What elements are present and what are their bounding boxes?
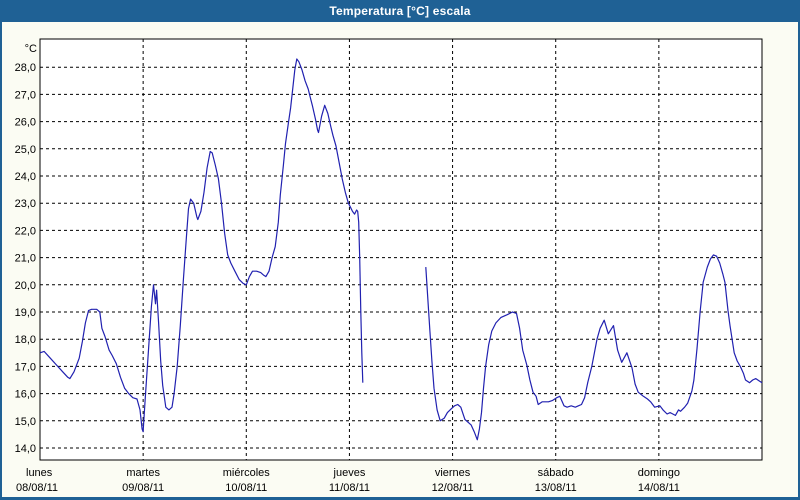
x-axis-day-label: viernes: [435, 467, 471, 479]
x-axis-date-label: 09/08/11: [122, 482, 164, 494]
y-axis-tick-label: 26,0: [15, 117, 36, 129]
x-axis-day-label: martes: [126, 467, 160, 479]
y-axis-tick-label: 24,0: [15, 171, 36, 183]
window-titlebar[interactable]: Temperatura [°C] escala: [0, 0, 800, 22]
y-axis-tick-label: 28,0: [15, 62, 36, 74]
x-axis-day-label: jueves: [333, 467, 366, 479]
y-axis-tick-label: 25,0: [15, 144, 36, 156]
x-axis-date-label: 08/08/11: [16, 482, 58, 494]
y-axis-tick-label: 23,0: [15, 198, 36, 210]
x-axis-day-label: domingo: [638, 467, 680, 479]
x-axis-date-label: 13/08/11: [535, 482, 577, 494]
y-axis-tick-label: 19,0: [15, 307, 36, 319]
y-axis-tick-label: 15,0: [15, 416, 36, 428]
x-axis-date-label: 14/08/11: [638, 482, 680, 494]
x-axis-day-label: miércoles: [223, 467, 271, 479]
temperature-series-line: [39, 58, 364, 433]
y-axis-unit-label: °C: [25, 43, 37, 55]
y-axis-tick-label: 14,0: [15, 443, 36, 455]
y-axis-tick-label: 20,0: [15, 280, 36, 292]
temperature-series-line: [425, 254, 763, 441]
window-title: Temperatura [°C] escala: [329, 4, 471, 18]
y-axis-tick-label: 18,0: [15, 334, 36, 346]
y-axis-tick-label: 21,0: [15, 253, 36, 265]
x-axis-date-label: 10/08/11: [225, 482, 267, 494]
x-axis-date-label: 12/08/11: [432, 482, 474, 494]
plot-background: [40, 39, 762, 460]
x-axis-day-label: lunes: [26, 467, 53, 479]
y-axis-tick-label: 27,0: [15, 89, 36, 101]
y-axis-tick-label: 16,0: [15, 389, 36, 401]
plot-border: [39, 38, 763, 461]
x-axis-day-label: sábado: [538, 467, 574, 479]
x-axis-date-label: 11/08/11: [329, 482, 370, 494]
y-axis-tick-label: 17,0: [15, 361, 36, 373]
y-axis-tick-label: 22,0: [15, 225, 36, 237]
